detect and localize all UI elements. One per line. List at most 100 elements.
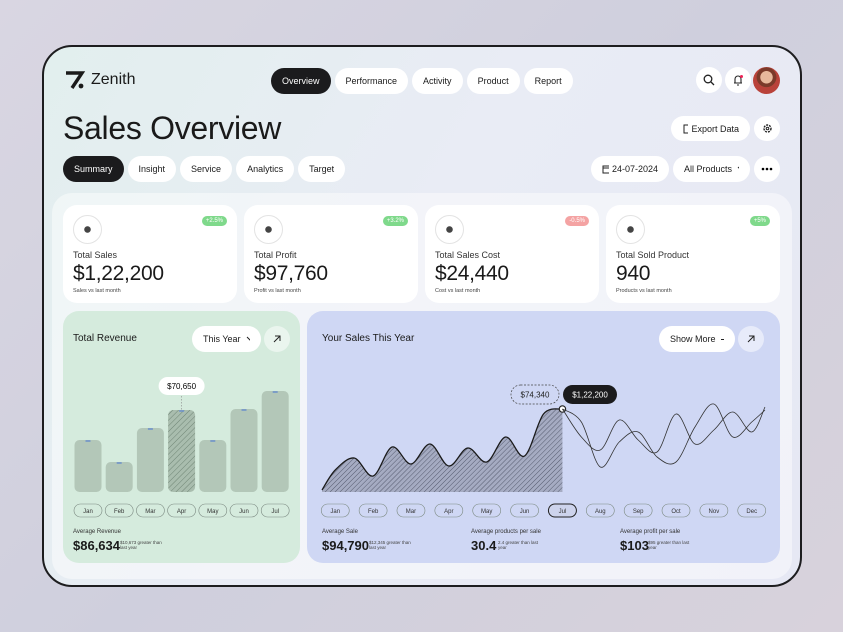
x-tick-label: Jul — [559, 509, 567, 515]
date: 24-07-2024 — [611, 164, 658, 174]
revenue-open[interactable] — [264, 326, 290, 352]
x-label: Feb — [114, 509, 125, 515]
tab-pill[interactable]: Target — [298, 156, 346, 182]
stat-note: Profit vs last month — [254, 288, 301, 294]
x-label-pill — [229, 503, 259, 518]
nav-pill[interactable]: Performance — [334, 68, 409, 94]
stat-note: Sales vs last month — [73, 288, 121, 294]
x-tick-label: Nov — [709, 509, 720, 515]
x-tick-label: Jun — [520, 509, 530, 515]
stat-note: Products vs last month — [616, 288, 672, 294]
x-tick-label-pill — [623, 503, 653, 518]
nav-pill[interactable]: Product — [466, 68, 520, 94]
stat-badge: -0.5% — [565, 216, 589, 226]
sales-line — [321, 408, 563, 491]
nav-pill[interactable]: Activity — [412, 68, 463, 94]
stat-label: Total Sold Product — [616, 250, 690, 260]
show-more-label: Show More — [670, 334, 716, 344]
stat-value: $24,440 — [435, 262, 509, 285]
x-label: Jun — [239, 509, 249, 515]
x-tick-label: Apr — [444, 509, 453, 515]
bar — [105, 461, 133, 492]
summary-note: $12,345 greater than last year — [369, 540, 411, 550]
stat-value: 940 — [616, 262, 651, 285]
page-title: Sales Overview — [63, 110, 282, 146]
summary-label: Average Sale — [322, 529, 358, 535]
x-label-pill — [260, 503, 290, 518]
stat-label: Total Sales — [73, 250, 118, 260]
tab-pill[interactable]: Insight — [127, 156, 177, 182]
stat-card: +3.2% Total Profit $97,760 Profit vs last m… — [244, 205, 418, 303]
revenue-title: Total Revenue — [73, 333, 137, 344]
stat-value: $97,760 — [254, 262, 328, 285]
bar — [168, 409, 196, 492]
x-tick-label-pill — [396, 503, 426, 518]
x-tick-label-pill — [472, 503, 502, 518]
stat-card: -0.5% Total Sales Cost $24,440 Cost vs last… — [425, 205, 599, 303]
annotation-box — [563, 385, 617, 404]
annotation-box — [510, 384, 560, 405]
bar — [230, 408, 258, 492]
annotation: $1,22,200 — [572, 391, 608, 400]
sales-line — [562, 403, 766, 468]
x-tick-label: Dec — [746, 509, 757, 515]
x-tick-label-pill — [737, 503, 767, 518]
x-tick-label: Mar — [406, 509, 416, 515]
settings-button[interactable] — [754, 116, 780, 141]
date-picker[interactable]: 24-07-2024 — [591, 156, 669, 182]
x-label-pill — [167, 503, 196, 518]
show-more-button[interactable]: Show More — [659, 326, 735, 352]
summary-label: Average Revenue — [73, 529, 121, 535]
export-label: Export Data — [691, 123, 739, 134]
product-filter-label: All Products — [684, 164, 733, 174]
stat-card: +2.5% Total Sales $1,22,200 Sales vs last m… — [63, 205, 237, 303]
x-tick-label: Sep — [633, 509, 644, 515]
product-filter[interactable]: All Products — [673, 156, 750, 182]
avatar[interactable] — [753, 67, 780, 94]
logo-icon — [66, 71, 86, 89]
notification-button[interactable] — [725, 67, 751, 93]
stat-label: Total Sales Cost — [435, 250, 501, 260]
period-label: This Year — [203, 334, 241, 344]
export-button[interactable]: Export Data — [671, 116, 750, 141]
x-tick-label: Feb — [368, 509, 379, 515]
stat-badge: +5% — [749, 216, 770, 226]
search-button[interactable] — [696, 67, 722, 93]
bar — [74, 439, 102, 492]
tab-pill[interactable]: Analytics — [236, 156, 295, 182]
x-label-pill — [198, 503, 228, 518]
tooltip-box — [158, 376, 205, 395]
tab-pill[interactable]: Summary — [63, 156, 124, 182]
summary-note: $10,673 greater than last year — [120, 540, 162, 550]
summary-value: $94,790 — [322, 538, 369, 553]
tabs: Summary Insight Service Analytics Target — [63, 156, 346, 182]
stat-icon — [73, 215, 102, 244]
summary-label: Average profit per sale — [620, 529, 681, 535]
period-filter[interactable]: This Year — [192, 326, 261, 352]
x-tick-label-pill — [661, 503, 691, 518]
x-label-pill — [136, 503, 165, 518]
stat-badge: +3.2% — [382, 216, 408, 226]
x-tick-label-pill — [585, 503, 615, 518]
summary-value: $86,634 — [73, 538, 120, 553]
bar — [261, 391, 289, 492]
more-button[interactable] — [754, 156, 780, 182]
stat-icon — [435, 215, 464, 244]
tab-pill[interactable]: Service — [180, 156, 233, 182]
bar — [199, 439, 227, 492]
x-label: May — [207, 509, 218, 515]
sales-line — [562, 406, 766, 454]
nav-pill[interactable]: Report — [523, 68, 573, 94]
sales-open[interactable] — [738, 326, 764, 352]
x-tick-label: Oct — [671, 509, 681, 515]
x-tick-label: May — [481, 509, 492, 515]
summary-value: $103 — [620, 538, 649, 553]
x-label-pill — [104, 503, 134, 518]
annotation: $74,340 — [521, 391, 550, 400]
nav-pill[interactable]: Overview — [271, 68, 331, 94]
x-label: Mar — [145, 509, 155, 515]
sales-title: Your Sales This Year — [322, 333, 415, 344]
x-tick-label-pill — [320, 503, 350, 518]
